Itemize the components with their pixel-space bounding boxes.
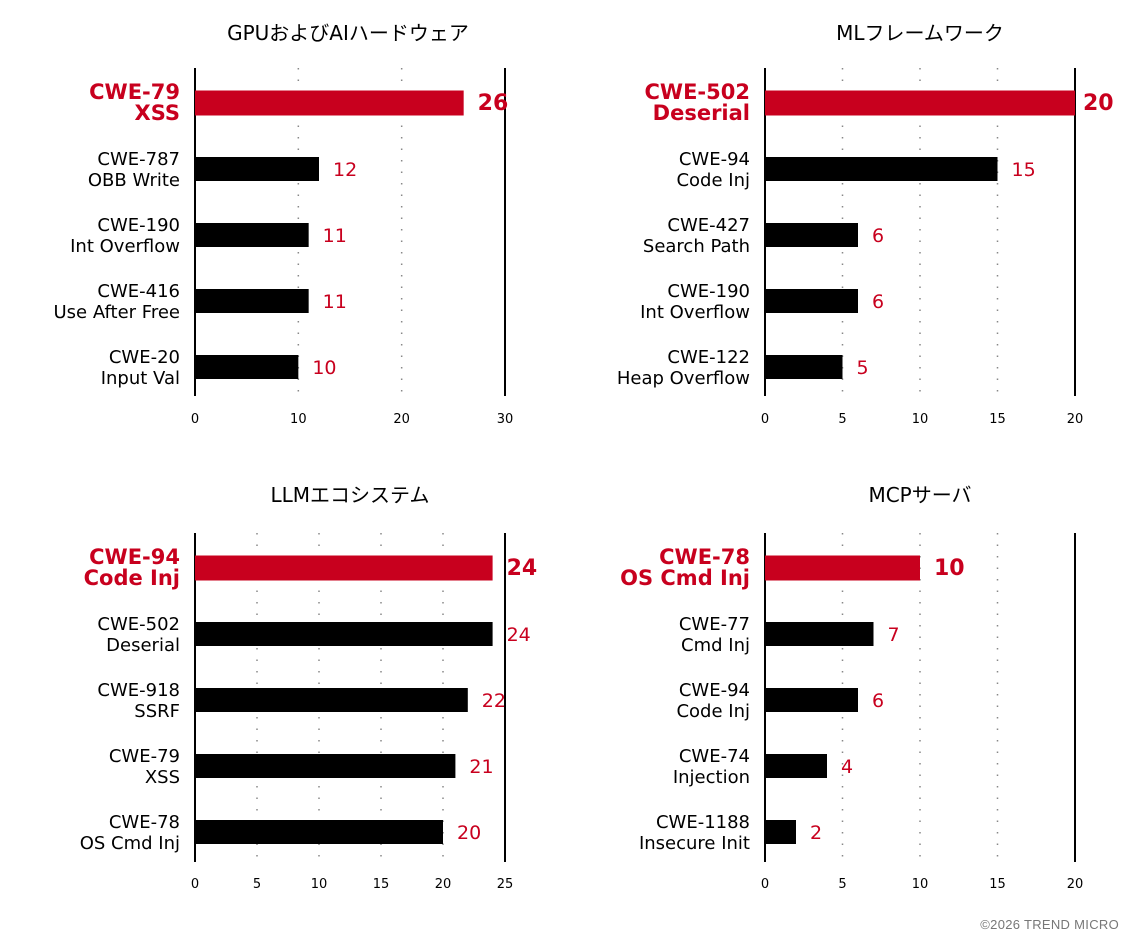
bar-highlight (195, 555, 493, 581)
value-label: 10 (934, 556, 965, 581)
value-label: 6 (872, 225, 884, 247)
bar (195, 820, 443, 844)
value-label: 5 (857, 357, 869, 379)
bar (765, 289, 858, 313)
x-tick-label: 30 (497, 412, 514, 427)
value-label: 24 (507, 556, 538, 581)
x-tick-label: 15 (989, 877, 1006, 892)
bar (195, 223, 309, 247)
category-label: CWE-190 Int Overflow (640, 281, 750, 323)
bar (765, 622, 874, 646)
category-label: CWE-79 XSS (89, 80, 180, 125)
chart-panel-1: GPUおよびAIハードウェア 0 10 20 30 CWE-79 XSS 26 CWE-787 O… (54, 21, 514, 427)
x-tick-label: 0 (191, 412, 199, 427)
category-label: CWE-416 Use After Free (54, 281, 181, 323)
chart-title: LLMエコシステム (271, 483, 430, 507)
bar (765, 820, 796, 844)
x-tick-label: 5 (838, 412, 846, 427)
category-label: CWE-79 XSS (109, 746, 180, 788)
bar (195, 355, 299, 379)
value-label: 22 (482, 690, 506, 712)
x-tick-label: 20 (435, 877, 452, 892)
value-label: 21 (469, 756, 493, 778)
category-label: CWE-94 Code Inj (676, 680, 750, 722)
x-tick-label: 20 (1067, 877, 1084, 892)
bar (195, 157, 319, 181)
value-label: 20 (457, 822, 481, 844)
category-label: CWE-787 OBB Write (88, 149, 180, 191)
category-label: CWE-502 Deserial (645, 80, 750, 125)
category-label: CWE-427 Search Path (643, 215, 750, 257)
x-tick-label: 20 (1067, 412, 1084, 427)
category-label: CWE-190 Int Overflow (70, 215, 180, 257)
category-label: CWE-94 Code Inj (84, 545, 180, 590)
x-tick-label: 5 (253, 877, 261, 892)
chart-title: MCPサーバ (868, 483, 971, 507)
chart-panel-4: MCPサーバ 0 5 10 15 20 CWE-78 OS Cmd Inj 10 CWE-77 Cm… (620, 483, 1083, 892)
bar (765, 355, 843, 379)
category-label: CWE-122 Heap Overflow (617, 347, 750, 389)
x-tick-label: 0 (761, 877, 769, 892)
value-label: 6 (872, 291, 884, 313)
value-label: 11 (323, 225, 347, 247)
category-label: CWE-94 Code Inj (676, 149, 750, 191)
x-tick-label: 10 (912, 412, 929, 427)
value-label: 7 (888, 624, 900, 646)
category-label: CWE-20 Input Val (101, 347, 180, 389)
value-label: 12 (333, 159, 357, 181)
value-label: 10 (312, 357, 336, 379)
x-tick-label: 20 (393, 412, 410, 427)
x-tick-label: 0 (191, 877, 199, 892)
bar (195, 754, 456, 778)
chart-title: GPUおよびAIハードウェア (227, 21, 469, 45)
x-tick-label: 10 (290, 412, 307, 427)
x-tick-label: 10 (311, 877, 328, 892)
x-tick-label: 5 (838, 877, 846, 892)
bar (765, 157, 998, 181)
x-tick-label: 10 (912, 877, 929, 892)
category-label: CWE-918 SSRF (97, 680, 180, 722)
value-label: 15 (1012, 159, 1036, 181)
bar (195, 688, 468, 712)
bar-highlight (195, 90, 464, 116)
x-tick-label: 25 (497, 877, 514, 892)
value-label: 20 (1083, 91, 1114, 116)
bar-highlight (765, 555, 920, 581)
value-label: 6 (872, 690, 884, 712)
x-tick-label: 15 (989, 412, 1006, 427)
value-label: 2 (810, 822, 822, 844)
bar (195, 289, 309, 313)
value-label: 26 (478, 91, 509, 116)
chart-panel-3: LLMエコシステム 0 5 10 15 20 25 CWE-94 Code Inj 24 CWE-5… (80, 483, 538, 892)
category-label: CWE-502 Deserial (97, 614, 180, 656)
bar (765, 223, 858, 247)
bar (765, 688, 858, 712)
chart-title: MLフレームワーク (836, 21, 1004, 45)
category-label: CWE-1188 Insecure Init (639, 812, 750, 854)
category-label: CWE-78 OS Cmd Inj (80, 812, 180, 854)
x-tick-label: 0 (761, 412, 769, 427)
value-label: 24 (507, 624, 531, 646)
category-label: CWE-78 OS Cmd Inj (620, 545, 750, 590)
x-tick-label: 15 (373, 877, 390, 892)
bar (765, 754, 827, 778)
bar-highlight (765, 90, 1075, 116)
copyright-notice: ©2026 TREND MICRO (980, 917, 1119, 932)
category-label: CWE-77 Cmd Inj (679, 614, 750, 656)
bar (195, 622, 493, 646)
category-label: CWE-74 Injection (673, 746, 750, 788)
chart-panel-2: MLフレームワーク 0 5 10 15 20 CWE-502 Deserial 20 CWE-94… (617, 21, 1114, 427)
value-label: 4 (841, 756, 853, 778)
value-label: 11 (323, 291, 347, 313)
